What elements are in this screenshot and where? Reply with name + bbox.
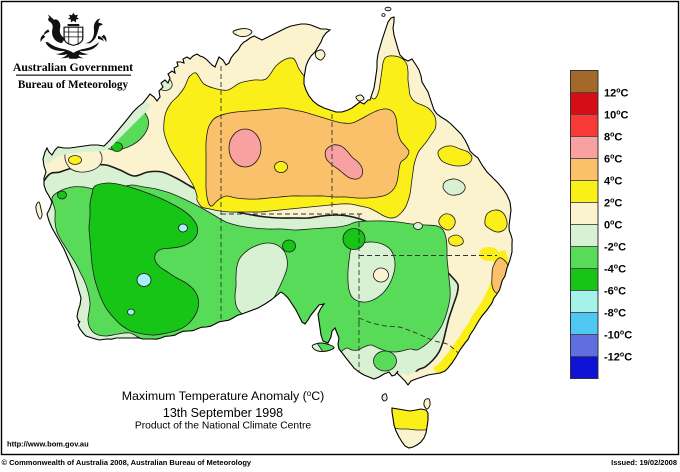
svg-text:-2oC: -2oC [604, 242, 626, 254]
svg-text:-6oC: -6oC [604, 286, 626, 298]
svg-text:Product of the National Climat: Product of the National Climate Centre [135, 421, 312, 432]
svg-text:10oC: 10oC [604, 110, 629, 122]
svg-text:Maximum Temperature Anomaly (o: Maximum Temperature Anomaly (oC) [122, 389, 325, 403]
svg-text:-10oC: -10oC [604, 330, 632, 342]
svg-text:-12oC: -12oC [604, 352, 632, 364]
svg-text:© Commonwealth of Australia 20: © Commonwealth of Australia 2008, Austra… [2, 458, 252, 467]
svg-text:Issued: 19/02/2008: Issued: 19/02/2008 [611, 458, 677, 467]
svg-text:-4oC: -4oC [604, 264, 626, 276]
svg-text:4oC: 4oC [604, 176, 622, 188]
svg-text:0oC: 0oC [604, 220, 622, 232]
svg-text:8oC: 8oC [604, 132, 622, 144]
svg-text:13th September 1998: 13th September 1998 [163, 406, 283, 420]
svg-text:6oC: 6oC [604, 154, 622, 166]
svg-text:Australian Government: Australian Government [13, 60, 133, 74]
svg-text:http://www.bom.gov.au: http://www.bom.gov.au [7, 440, 89, 449]
svg-text:-8oC: -8oC [604, 308, 626, 320]
svg-text:2oC: 2oC [604, 198, 622, 210]
svg-text:Bureau of Meteorology: Bureau of Meteorology [18, 79, 129, 91]
svg-text:12oC: 12oC [604, 88, 629, 100]
